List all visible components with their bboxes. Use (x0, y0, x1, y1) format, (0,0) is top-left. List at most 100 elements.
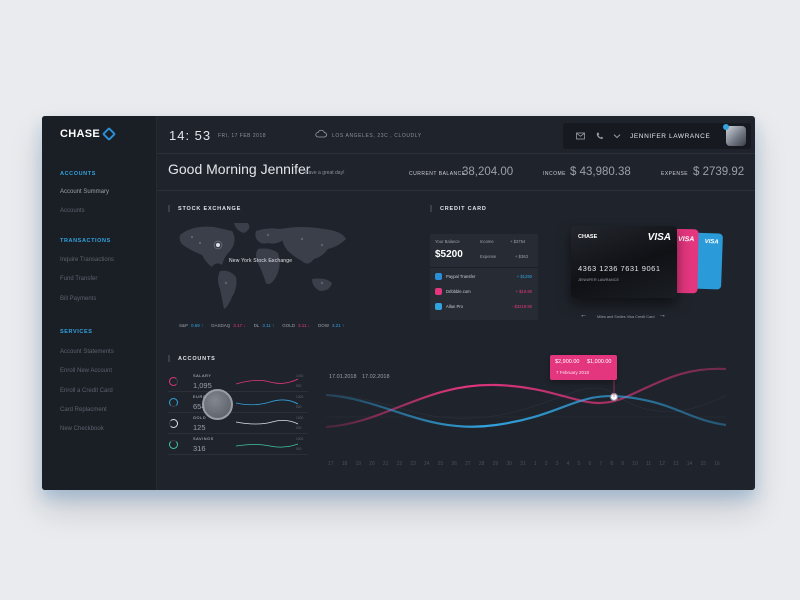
account-label: EURO (193, 395, 207, 399)
mail-icon[interactable] (576, 132, 585, 140)
tooltip-value-2: $1,000.00 (587, 359, 612, 365)
card-next-arrow[interactable]: → (659, 312, 666, 319)
x-tick-label: 8 (610, 461, 614, 467)
x-tick-label: 25 (437, 461, 444, 467)
series-line-pink[interactable] (326, 367, 726, 429)
accounts-title: ACCOUNTS (178, 356, 216, 362)
progress-ring (169, 419, 178, 428)
x-tick-label: 27 (465, 461, 471, 467)
date-label-start: 17.01.2018 (329, 374, 357, 380)
greeting-title: Good Morning Jennifer (168, 161, 311, 177)
nav-item-fund-transfer[interactable]: Fund Transfer (60, 276, 98, 282)
transaction-amount: + $19.90 (515, 289, 532, 294)
x-tick-label: 30 (506, 461, 512, 467)
world-map[interactable] (172, 221, 353, 316)
cloud-icon (315, 129, 327, 138)
chase-octagon-icon (101, 126, 117, 142)
transaction-row[interactable]: Paypal Transfer + $1290 (430, 271, 538, 282)
ticker-sp[interactable]: S&P 0.69 ↑ (179, 323, 204, 328)
nav-item-enroll-credit-card[interactable]: Enroll a Credit Card (60, 388, 113, 394)
card-prev-arrow[interactable]: ← (580, 312, 587, 319)
x-axis-days: 17 18 19 20 21 22 23 24 25 26 27 28 29 30 31 1 2 3 4 5 6 7 8 9 1… (328, 461, 720, 467)
card-caption: Miles and Smiles Visa Credit Card (597, 315, 655, 319)
current-balance-label: CURRENT BALANCE (409, 171, 466, 177)
nav-item-enroll-new-account[interactable]: Enroll New Account (60, 368, 113, 374)
expense-mini-label: Expense (480, 254, 497, 259)
nav-item-new-checkbook[interactable]: New Checkbook (60, 426, 104, 432)
x-tick-label: 7 (599, 461, 603, 467)
x-tick-label: 14 (686, 461, 693, 467)
your-balance-label: Your Balance (435, 239, 460, 244)
balance-line-chart[interactable] (326, 355, 726, 463)
visa-logo: VISA (704, 238, 719, 246)
x-tick-label: 2 (544, 461, 548, 467)
greeting-divider (157, 190, 755, 191)
x-tick-label: 19 (355, 461, 361, 467)
income-label: INCOME (543, 171, 566, 177)
transaction-amount: - $3219.90 (511, 304, 532, 309)
ghost-line (326, 387, 726, 419)
chevron-down-icon[interactable] (613, 132, 621, 140)
ticker-dl[interactable]: DL 3.11 ↑ (253, 323, 275, 328)
x-tick-label: 1 (533, 461, 537, 467)
scale-label: 1000 (296, 395, 304, 399)
account-row-savings[interactable]: SAVINGS 316 (168, 435, 308, 455)
transaction-row[interactable]: Allan Pro - $3219.90 (430, 301, 538, 312)
transaction-amount: + $1290 (516, 274, 532, 279)
account-sparkline (236, 399, 298, 406)
nav-item-account-summary[interactable]: Account Summary (60, 189, 110, 195)
section-marker (430, 205, 432, 212)
transaction-row[interactable]: Dribbble.com + $19.90 (430, 286, 538, 297)
card-brand: CHASE (578, 234, 598, 240)
expense-mini-value: + $363 (515, 254, 528, 259)
x-tick-label: 6 (588, 461, 592, 467)
account-value: 125 (193, 423, 206, 432)
credit-balance-panel: Your Balance $5200 Income + $3754 Expens… (430, 234, 538, 320)
account-row-euro[interactable]: EURO 654 (168, 393, 308, 413)
weather-text: LOS ANGELES, 23C , CLOUDLY (332, 133, 422, 139)
nav-item-inquire-transactions[interactable]: Inquire Transactions (60, 257, 115, 263)
scale-label: 500 (296, 447, 302, 451)
x-tick-label: 24 (424, 461, 430, 467)
nav-item-account-statements[interactable]: Account Statements (60, 349, 114, 355)
nav-section-transactions: TRANSACTIONS (60, 238, 111, 244)
progress-ring (169, 440, 178, 449)
credit-card-black[interactable]: CHASE VISA 4363 1236 7631 9061 JENNIFER … (571, 226, 677, 298)
series-line-blue[interactable] (326, 393, 726, 428)
account-row-gold[interactable]: GOLD 125 (168, 414, 308, 434)
account-sparkline (236, 420, 298, 425)
x-tick-label: 15 (700, 461, 707, 467)
x-tick-label: 10 (632, 461, 638, 467)
nav-item-card-replacement[interactable]: Card Replacment (60, 407, 107, 413)
x-tick-label: 11 (645, 461, 652, 467)
account-label: SALARY (193, 374, 212, 378)
x-tick-label: 4 (566, 461, 570, 467)
chase-logo[interactable]: CHASE (60, 126, 117, 142)
income-mini-value: + $3754 (510, 239, 526, 244)
ticker-dasdaq[interactable]: DASDAQ 3.17 ↓ (211, 323, 246, 328)
user-name: JENNIFER LAWRANCE (630, 133, 711, 140)
income-mini-label: Income (480, 239, 494, 244)
ticker-strip: S&P 0.69 ↑ DASDAQ 3.17 ↓ DL 3.11 ↑ GOLD 3.11… (179, 323, 344, 328)
account-label: SAVINGS (193, 437, 214, 441)
current-date: FRI, 17 FEB 2018 (218, 133, 267, 139)
ticker-dow[interactable]: DOW 3.21 ↑ (317, 323, 345, 328)
account-row-salary[interactable]: SALARY 1,095 (168, 372, 308, 392)
scale-label: 1000 (296, 437, 304, 441)
panel-divider (430, 267, 538, 268)
nav-item-bill-payments[interactable]: Bill Payments (60, 296, 97, 302)
ticker-gold[interactable]: GOLD 3.11 ↓ (282, 323, 310, 328)
visa-logo: VISA (647, 232, 671, 243)
transaction-name: Allan Pro (446, 304, 463, 309)
avatar[interactable] (726, 126, 746, 146)
user-menu[interactable]: JENNIFER LAWRANCE (563, 123, 751, 149)
drag-knob[interactable] (202, 389, 233, 420)
phone-icon[interactable] (596, 132, 603, 140)
paypal-icon (435, 273, 442, 280)
section-marker (168, 205, 170, 212)
nav-item-accounts[interactable]: Accounts (60, 208, 85, 214)
x-tick-label: 5 (577, 461, 581, 467)
brand-name: CHASE (60, 128, 101, 140)
stock-exchange-title: STOCK EXCHANGE (178, 206, 242, 212)
map-label: New York Stock Exchange (229, 258, 293, 264)
